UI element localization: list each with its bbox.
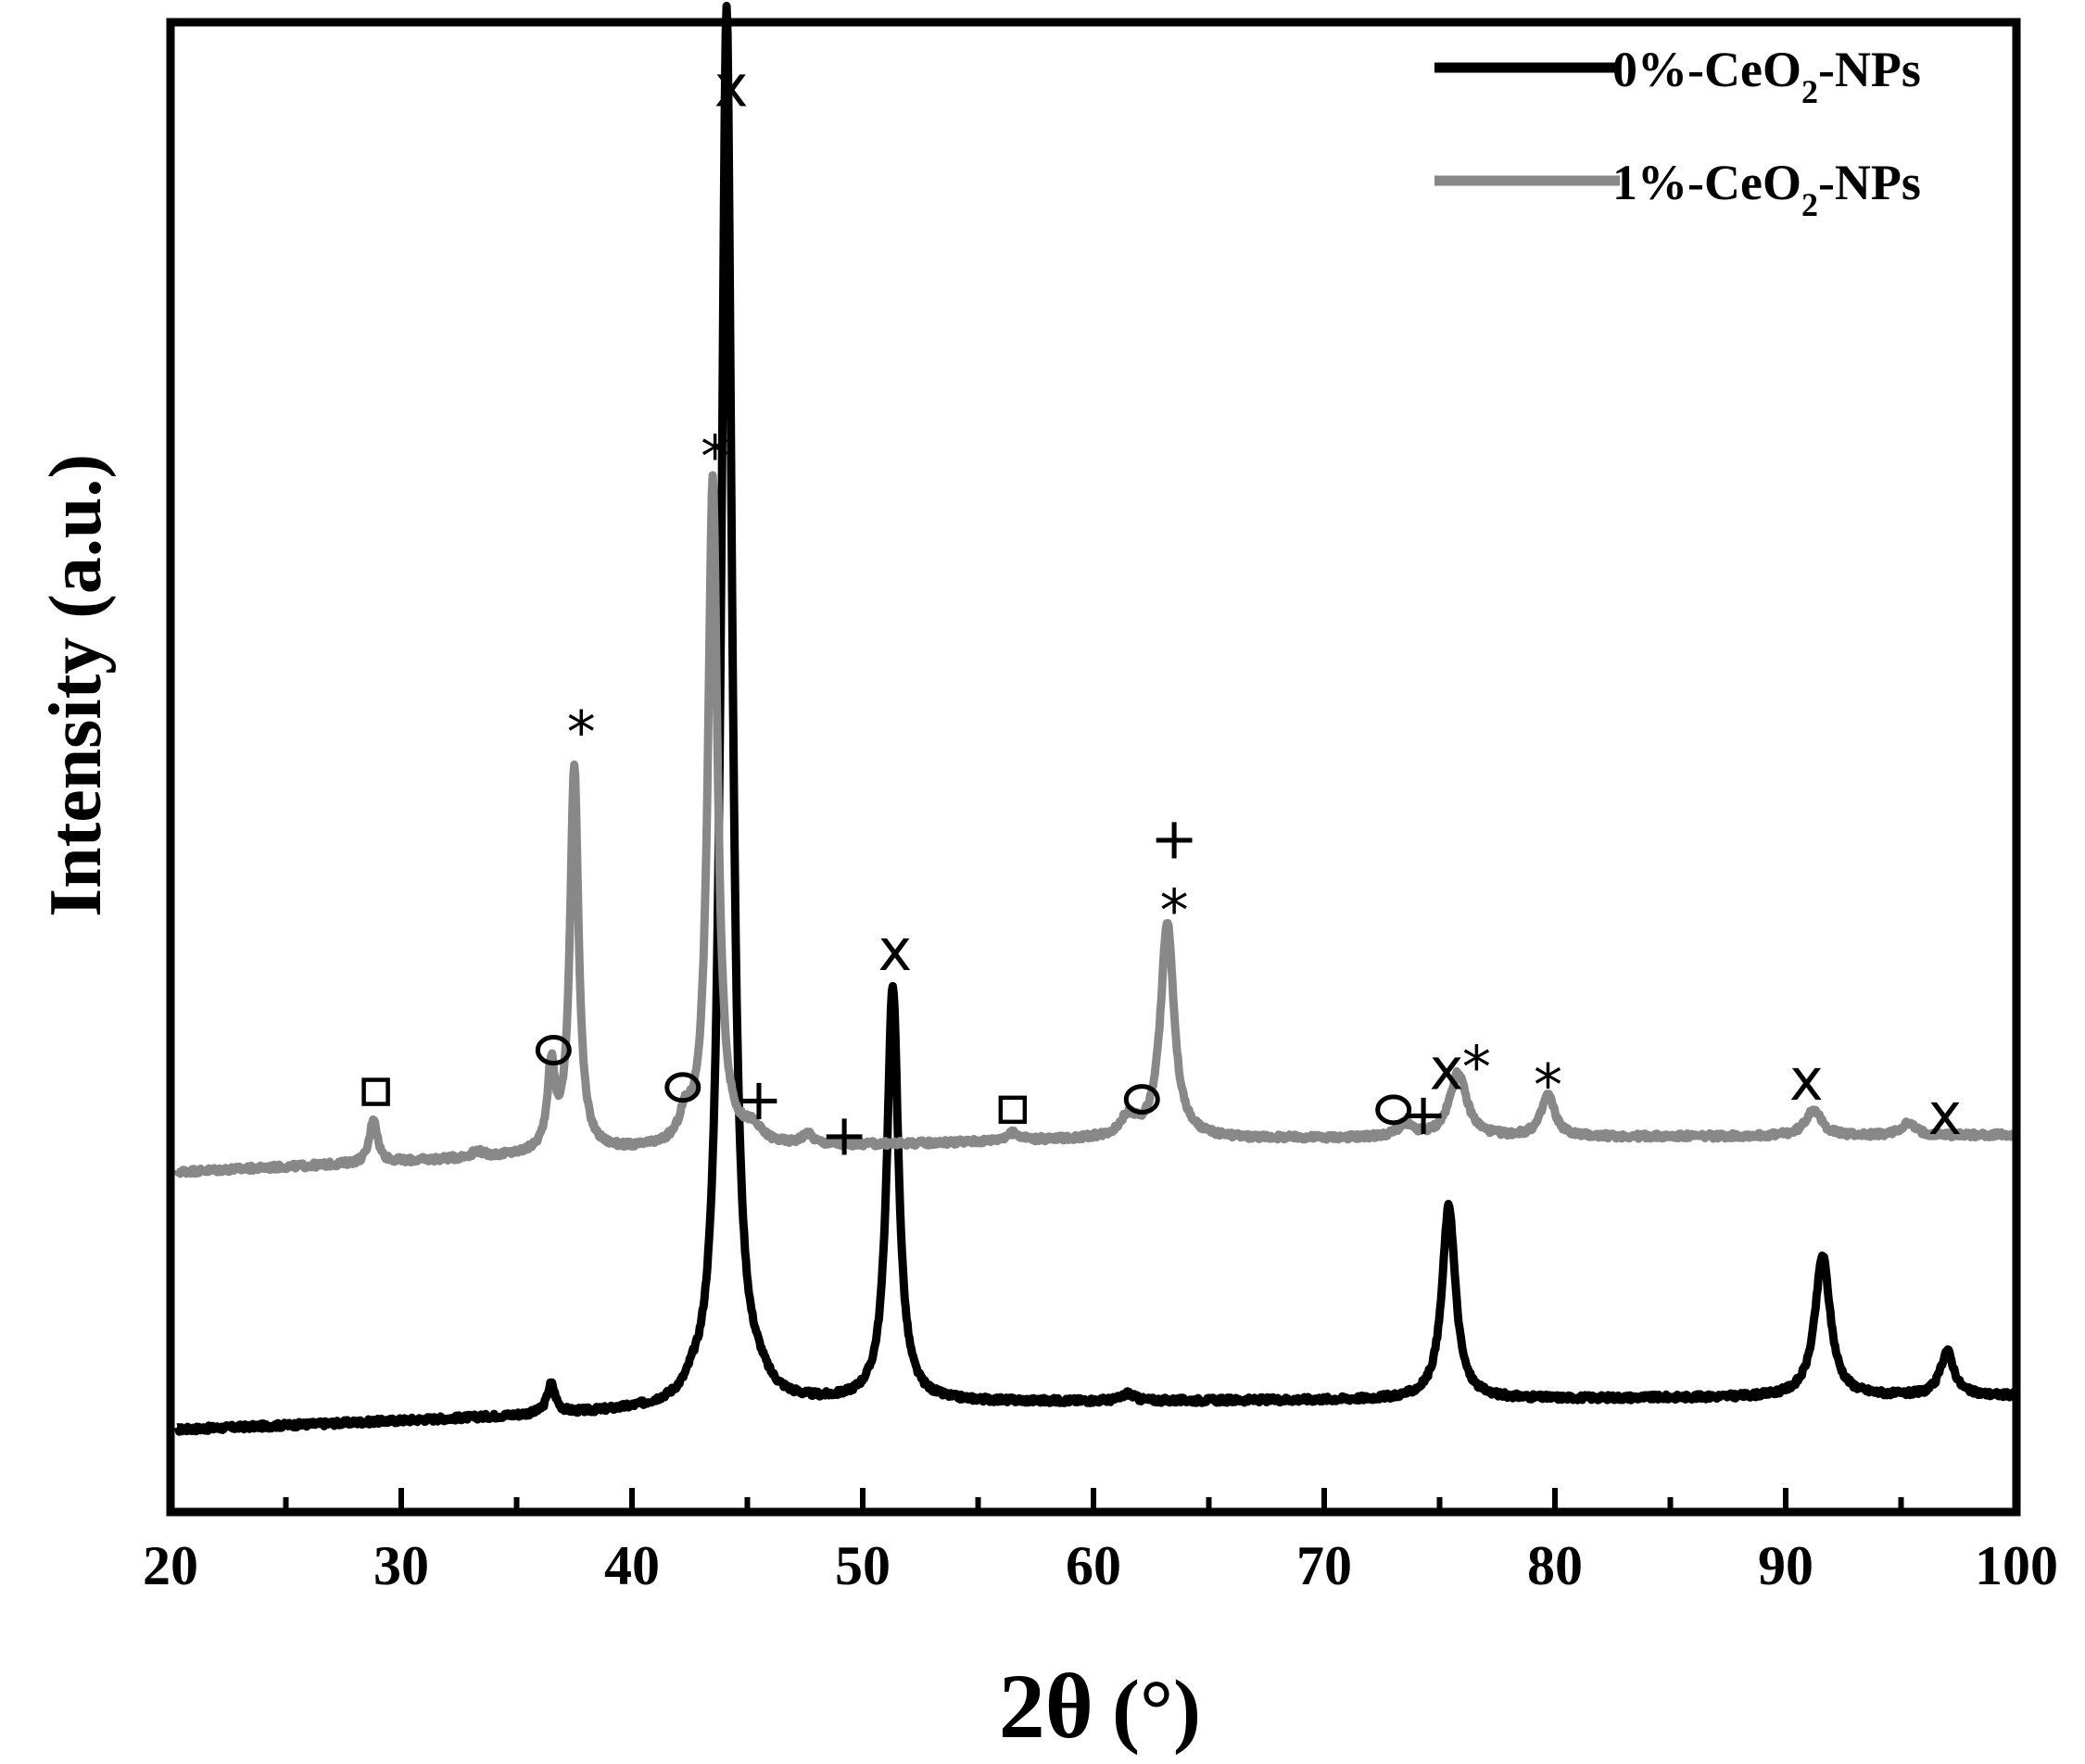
peak-marker: * (1534, 1052, 1562, 1119)
x-tick-label: 50 (835, 1535, 891, 1596)
x-tick-label: 70 (1296, 1535, 1352, 1596)
x-tick-label: 20 (143, 1535, 198, 1596)
peak-marker: * (567, 699, 596, 766)
x-tick-label: 60 (1066, 1535, 1121, 1596)
peak-marker: x (1927, 1080, 1962, 1148)
series-layer (173, 1, 2020, 1436)
peak-marker: + (820, 1101, 868, 1168)
peak-marker (1375, 1094, 1412, 1126)
peak-marker: * (701, 422, 729, 490)
peak-marker (361, 1077, 390, 1106)
peak-marker (998, 1095, 1028, 1125)
x-tick-label: 30 (373, 1535, 429, 1596)
series-line-1 (173, 471, 2020, 1178)
x-axis-title-unit: (°) (1112, 1664, 1201, 1756)
peak-marker: x (1789, 1046, 1824, 1114)
plot-frame (166, 18, 2021, 1517)
peak-marker (664, 1072, 701, 1103)
peak-marker: + (735, 1065, 783, 1133)
peak-marker: x (1430, 1036, 1464, 1103)
peak-marker: * (1160, 877, 1189, 945)
svg-text:0%-CeO2-NPs: 0%-CeO2-NPs (1612, 42, 1921, 110)
peak-marker (1123, 1084, 1160, 1115)
x-tick-label: 40 (604, 1535, 660, 1596)
series-line-0 (174, 1, 2019, 1436)
peak-marker: + (1399, 1080, 1447, 1148)
peak-markers: x**++x+*+x* * xx (361, 52, 1962, 1168)
legend-label-1c: -NPs (1818, 155, 1921, 210)
x-tick-label: 80 (1527, 1535, 1583, 1596)
y-axis-title: Intensity (a.u.) (35, 454, 117, 917)
peak-marker: x (878, 916, 913, 984)
legend-label-0a: 0%-CeO (1612, 42, 1801, 97)
legend-entry-0: 0%-CeO2-NPs (1434, 42, 1921, 110)
x-axis-title: 2θ (°) (999, 1655, 1201, 1758)
legend-label-0b: 2 (1801, 73, 1818, 110)
x-axis-title-main: 2θ (999, 1655, 1093, 1758)
legend: 0%-CeO2-NPs 1%-CeO2-NPs (1434, 42, 1921, 223)
legend-label-1b: 2 (1801, 186, 1818, 223)
peak-marker: * (1462, 1034, 1491, 1102)
x-tick-label: 90 (1758, 1535, 1813, 1596)
x-tick-label: 100 (1975, 1535, 2058, 1596)
legend-label-1a: 1%-CeO (1612, 155, 1801, 210)
peak-marker: x (714, 52, 749, 120)
peak-marker: + (1150, 804, 1198, 872)
legend-label-0c: -NPs (1818, 42, 1921, 97)
svg-text:1%-CeO2-NPs: 1%-CeO2-NPs (1612, 155, 1921, 223)
x-axis-ticks: 20 30 40 50 60 70 80 90 100 (143, 1488, 2058, 1596)
legend-entry-1: 1%-CeO2-NPs (1434, 155, 1921, 223)
peak-marker (535, 1035, 572, 1066)
